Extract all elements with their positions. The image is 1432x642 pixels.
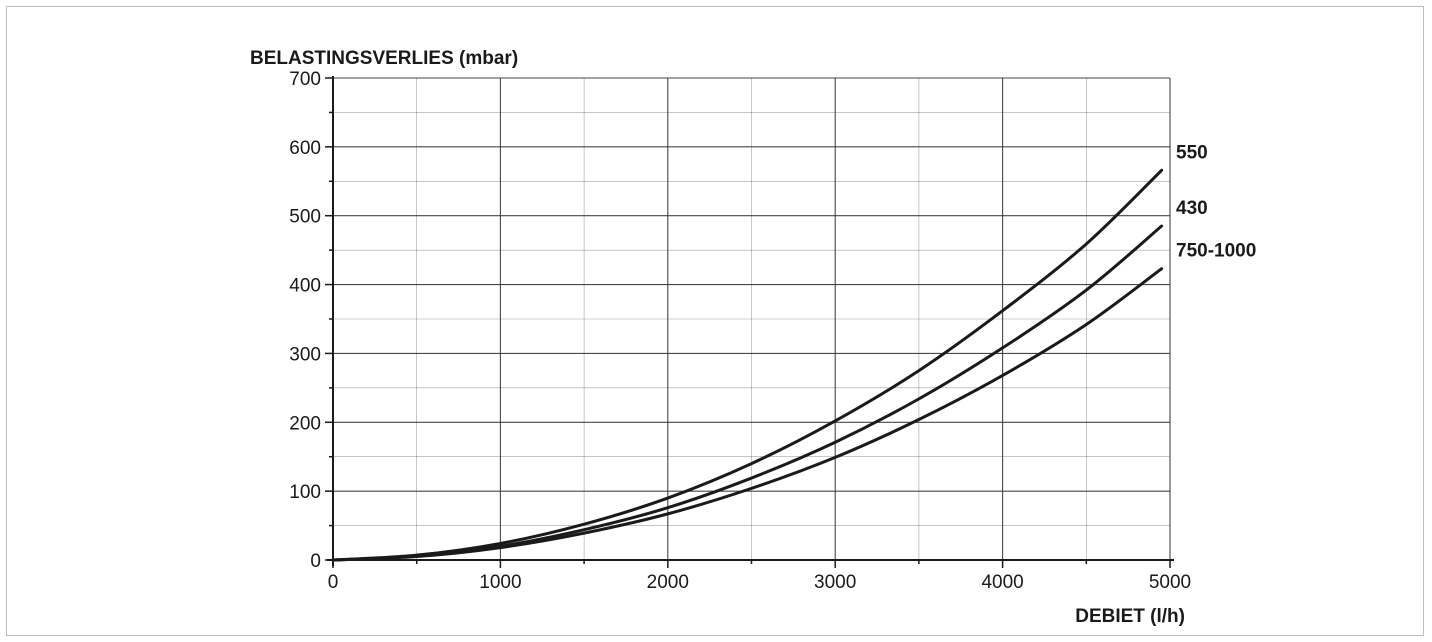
y-tick-label: 500: [289, 207, 321, 228]
grid: [333, 77, 1171, 560]
y-tick-label: 0: [310, 551, 321, 572]
series-lines: [331, 168, 1164, 562]
series-label-750-1000: 750-1000: [1176, 241, 1256, 262]
y-tick-label: 400: [289, 276, 321, 297]
x-tick-label: 3000: [814, 572, 856, 593]
series-label-550: 550: [1176, 142, 1208, 163]
series-line-550: [331, 168, 1164, 562]
x-tick-label: 1000: [479, 572, 521, 593]
series-line-750-1000: [331, 267, 1164, 562]
y-tick-label: 600: [289, 138, 321, 159]
y-axis-title: BELASTINGSVERLIES (mbar): [250, 48, 518, 69]
x-tick-label: 5000: [1149, 572, 1191, 593]
y-tick-label: 200: [289, 413, 321, 434]
x-axis-title: DEBIET (l/h): [1075, 606, 1185, 627]
y-tick-label: 100: [289, 482, 321, 503]
x-tick-label: 4000: [981, 572, 1023, 593]
y-tick-label: 300: [289, 344, 321, 365]
series-label-430: 430: [1176, 198, 1208, 219]
x-tick-label: 2000: [647, 572, 689, 593]
series-line-430: [331, 224, 1164, 562]
series-labels: 550 430 750-1000: [1176, 142, 1256, 261]
x-tick-label: 0: [328, 572, 339, 593]
y-tick-label: 700: [289, 69, 321, 90]
chart-frame: [6, 6, 1424, 636]
axes: [325, 76, 1174, 568]
tick-labels: 0 100 200 300 400 500 600 700 0 1000 2000 3000 4000 5…: [289, 69, 1191, 593]
